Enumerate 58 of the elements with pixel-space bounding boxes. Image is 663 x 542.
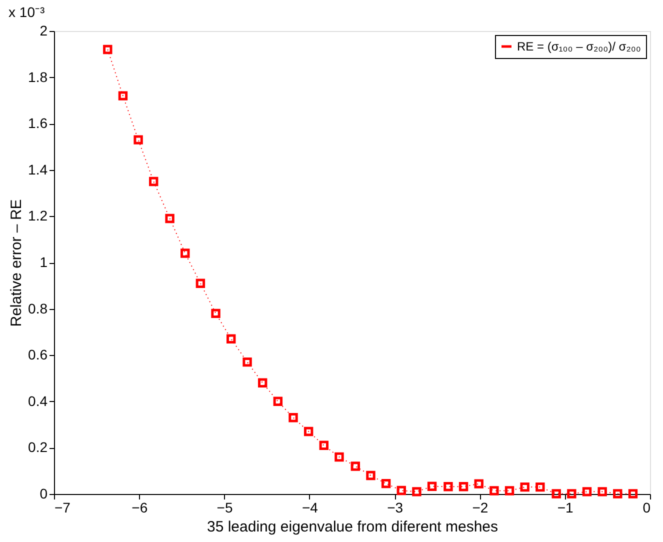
point — [520, 482, 530, 492]
point — [504, 486, 514, 496]
point — [552, 489, 561, 498]
point — [350, 462, 360, 471]
y-tick-label: 0.8 — [28, 300, 48, 316]
text: x 10⁻³ — [8, 4, 45, 20]
legend-label: RE = (σ₁₀₀ – σ₂₀₀)/ σ₂₀₀ — [517, 40, 641, 54]
point — [165, 214, 174, 224]
x-tick-label: 0 — [642, 500, 651, 516]
point — [444, 482, 453, 492]
x-tick-label: −1 — [557, 500, 574, 516]
point — [490, 486, 499, 496]
point — [412, 487, 422, 496]
point — [118, 91, 128, 100]
y-tick-label: 1.4 — [28, 161, 48, 178]
x-tick-label: −6 — [132, 500, 148, 516]
point — [273, 396, 283, 406]
y-axis-title: Relative error – RE — [8, 199, 26, 327]
point — [458, 482, 468, 492]
y-tick-label: 0.4 — [28, 392, 48, 409]
point — [103, 44, 112, 54]
y-tick-label: 1.6 — [28, 115, 48, 132]
point — [474, 479, 484, 488]
point — [258, 378, 268, 388]
y-tick-label: 0.2 — [28, 439, 48, 456]
x-tick-label: −3 — [387, 500, 404, 516]
point — [149, 176, 158, 186]
point — [582, 487, 592, 496]
x-tick-label: −2 — [472, 500, 488, 516]
point — [288, 413, 298, 422]
point — [536, 482, 545, 492]
point — [366, 470, 376, 480]
y-tick-label: 0.6 — [28, 346, 48, 363]
point — [427, 482, 437, 491]
point — [226, 334, 236, 344]
x-tick-label: −4 — [302, 500, 318, 516]
point — [567, 489, 576, 498]
point — [319, 440, 329, 450]
y-tick-label: 1.2 — [28, 208, 48, 224]
point — [134, 135, 143, 144]
y-tick-label: 2 — [40, 22, 48, 38]
point — [180, 248, 190, 258]
point — [242, 357, 252, 367]
point — [598, 487, 607, 496]
point — [196, 278, 206, 288]
x-axis-title: 35 leading eigenvalue from diferent meshes — [206, 518, 498, 536]
y-tick-label: 1 — [40, 254, 48, 270]
point — [211, 308, 220, 318]
point — [613, 489, 622, 498]
point — [334, 452, 344, 462]
point — [381, 478, 391, 488]
x-tick-label: −5 — [216, 500, 233, 516]
point — [304, 426, 314, 436]
y-tick-label: 0 — [40, 486, 48, 502]
y-tick-label: 1.8 — [28, 68, 48, 85]
point — [628, 489, 638, 498]
x-tick-label: −7 — [54, 500, 71, 516]
point — [396, 486, 406, 496]
